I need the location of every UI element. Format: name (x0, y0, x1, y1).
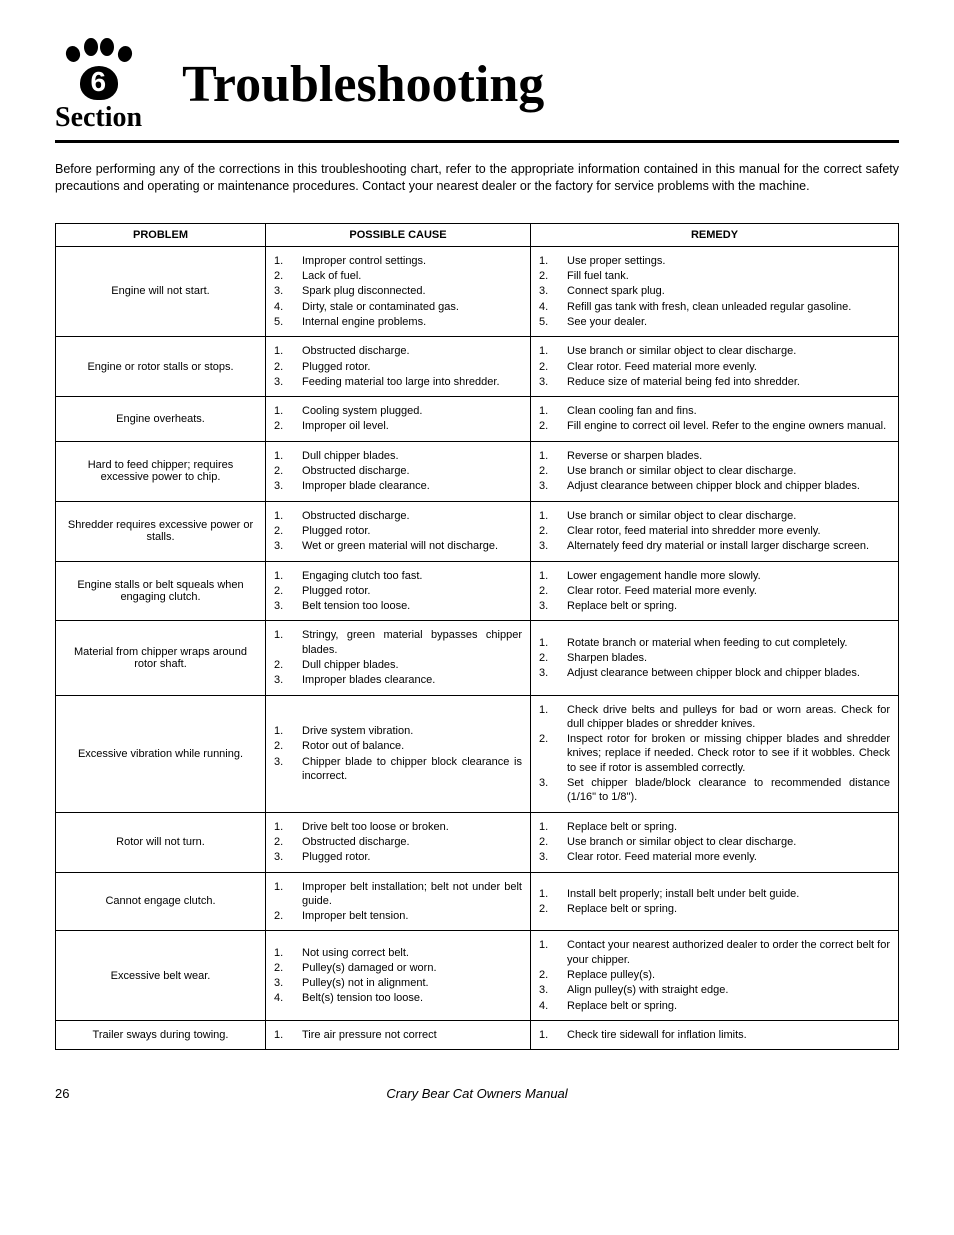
col-header-remedy: REMEDY (531, 223, 899, 246)
table-row: Trailer sways during towing.Tire air pre… (56, 1020, 899, 1049)
remedy-cell: Install belt properly; install belt unde… (531, 872, 899, 931)
troubleshooting-table: PROBLEM POSSIBLE CAUSE REMEDY Engine wil… (55, 223, 899, 1050)
problem-cell: Trailer sways during towing. (56, 1020, 266, 1049)
problem-cell: Engine overheats. (56, 397, 266, 442)
page-header: 6 Section Troubleshooting (55, 40, 899, 143)
cause-cell: Engaging clutch too fast.Plugged rotor.B… (266, 561, 531, 621)
table-row: Engine will not start.Improper control s… (56, 246, 899, 336)
problem-cell: Engine or rotor stalls or stops. (56, 337, 266, 397)
problem-cell: Excessive belt wear. (56, 931, 266, 1020)
paw-icon: 6 (64, 40, 134, 100)
remedy-cell: Contact your nearest authorized dealer t… (531, 931, 899, 1020)
problem-cell: Engine will not start. (56, 246, 266, 336)
cause-cell: Drive system vibration.Rotor out of bala… (266, 695, 531, 812)
cause-cell: Improper belt installation; belt not und… (266, 872, 531, 931)
problem-cell: Cannot engage clutch. (56, 872, 266, 931)
remedy-cell: Rotate branch or material when feeding t… (531, 621, 899, 695)
problem-cell: Engine stalls or belt squeals when engag… (56, 561, 266, 621)
cause-cell: Dull chipper blades.Obstructed discharge… (266, 441, 531, 501)
problem-cell: Rotor will not turn. (56, 812, 266, 872)
remedy-cell: Replace belt or spring.Use branch or sim… (531, 812, 899, 872)
remedy-cell: Reverse or sharpen blades.Use branch or … (531, 441, 899, 501)
table-row: Shredder requires excessive power or sta… (56, 501, 899, 561)
cause-cell: Improper control settings.Lack of fuel.S… (266, 246, 531, 336)
problem-cell: Hard to feed chipper; requires excessive… (56, 441, 266, 501)
problem-cell: Excessive vibration while running. (56, 695, 266, 812)
remedy-cell: Use branch or similar object to clear di… (531, 337, 899, 397)
table-row: Rotor will not turn.Drive belt too loose… (56, 812, 899, 872)
remedy-cell: Clean cooling fan and fins.Fill engine t… (531, 397, 899, 442)
cause-cell: Not using correct belt.Pulley(s) damaged… (266, 931, 531, 1020)
table-row: Cannot engage clutch.Improper belt insta… (56, 872, 899, 931)
col-header-problem: PROBLEM (56, 223, 266, 246)
section-label: Section (55, 102, 142, 134)
section-number: 6 (91, 66, 107, 98)
cause-cell: Obstructed discharge.Plugged rotor.Wet o… (266, 501, 531, 561)
table-row: Engine overheats.Cooling system plugged.… (56, 397, 899, 442)
table-row: Material from chipper wraps around rotor… (56, 621, 899, 695)
problem-cell: Material from chipper wraps around rotor… (56, 621, 266, 695)
table-row: Excessive vibration while running.Drive … (56, 695, 899, 812)
page-footer: 26 Crary Bear Cat Owners Manual 00 (55, 1086, 899, 1101)
intro-paragraph: Before performing any of the corrections… (55, 161, 899, 195)
table-row: Engine or rotor stalls or stops.Obstruct… (56, 337, 899, 397)
cause-cell: Stringy, green material bypasses chipper… (266, 621, 531, 695)
table-header-row: PROBLEM POSSIBLE CAUSE REMEDY (56, 223, 899, 246)
section-badge: 6 Section (55, 40, 142, 134)
table-row: Excessive belt wear.Not using correct be… (56, 931, 899, 1020)
manual-title: Crary Bear Cat Owners Manual (69, 1086, 884, 1101)
cause-cell: Cooling system plugged.Improper oil leve… (266, 397, 531, 442)
remedy-cell: Use branch or similar object to clear di… (531, 501, 899, 561)
col-header-cause: POSSIBLE CAUSE (266, 223, 531, 246)
remedy-cell: Check tire sidewall for inflation limits… (531, 1020, 899, 1049)
remedy-cell: Check drive belts and pulleys for bad or… (531, 695, 899, 812)
page-title: Troubleshooting (182, 55, 899, 134)
page-number: 26 (55, 1086, 69, 1101)
table-row: Engine stalls or belt squeals when engag… (56, 561, 899, 621)
cause-cell: Drive belt too loose or broken.Obstructe… (266, 812, 531, 872)
cause-cell: Tire air pressure not correct (266, 1020, 531, 1049)
cause-cell: Obstructed discharge.Plugged rotor.Feedi… (266, 337, 531, 397)
remedy-cell: Use proper settings.Fill fuel tank.Conne… (531, 246, 899, 336)
table-row: Hard to feed chipper; requires excessive… (56, 441, 899, 501)
remedy-cell: Lower engagement handle more slowly.Clea… (531, 561, 899, 621)
problem-cell: Shredder requires excessive power or sta… (56, 501, 266, 561)
